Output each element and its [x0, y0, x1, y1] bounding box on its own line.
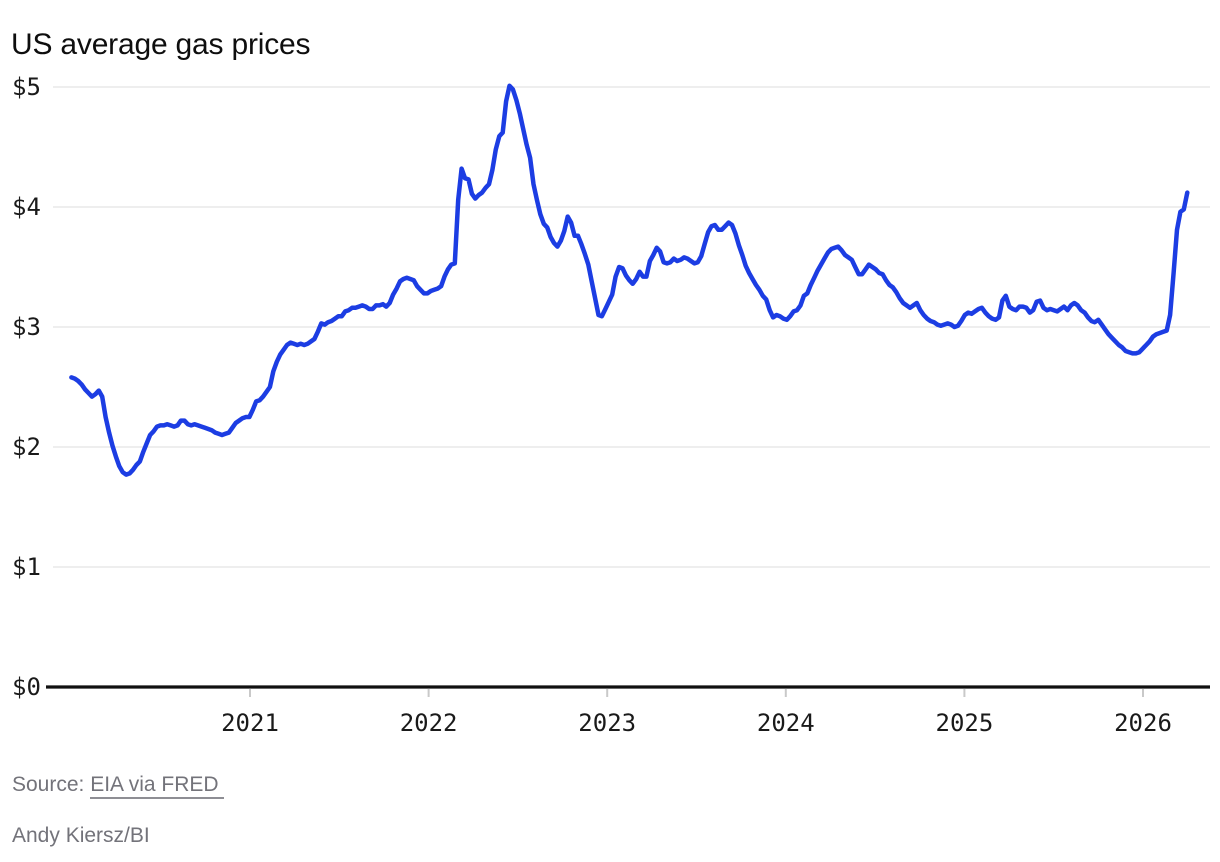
y-axis-label: $3	[12, 313, 41, 341]
x-axis-label: 2021	[221, 709, 279, 737]
gas-price-line	[69, 83, 1190, 477]
plot-area: $0 $1 $2 $3 $4 $5 2021 2022 2023 2024 2025 2026	[12, 73, 1210, 737]
x-axis-label: 2026	[1114, 709, 1172, 737]
byline: Andy Kiersz/BI	[12, 824, 150, 847]
source-link[interactable]: EIA via FRED	[90, 773, 224, 799]
source-line: Source: EIA via FRED	[12, 773, 224, 799]
y-axis-label: $1	[12, 553, 41, 581]
x-axis-label: 2024	[757, 709, 815, 737]
x-axis-label: 2023	[578, 709, 636, 737]
y-axis-label: $2	[12, 433, 41, 461]
y-axis-label: $0	[12, 673, 41, 701]
chart-title: US average gas prices	[11, 28, 311, 62]
x-axis-label: 2025	[936, 709, 994, 737]
y-axis-label: $5	[12, 73, 41, 101]
x-axis-label: 2022	[400, 709, 458, 737]
y-axis-label: $4	[12, 193, 41, 221]
source-label: Source:	[12, 773, 85, 796]
